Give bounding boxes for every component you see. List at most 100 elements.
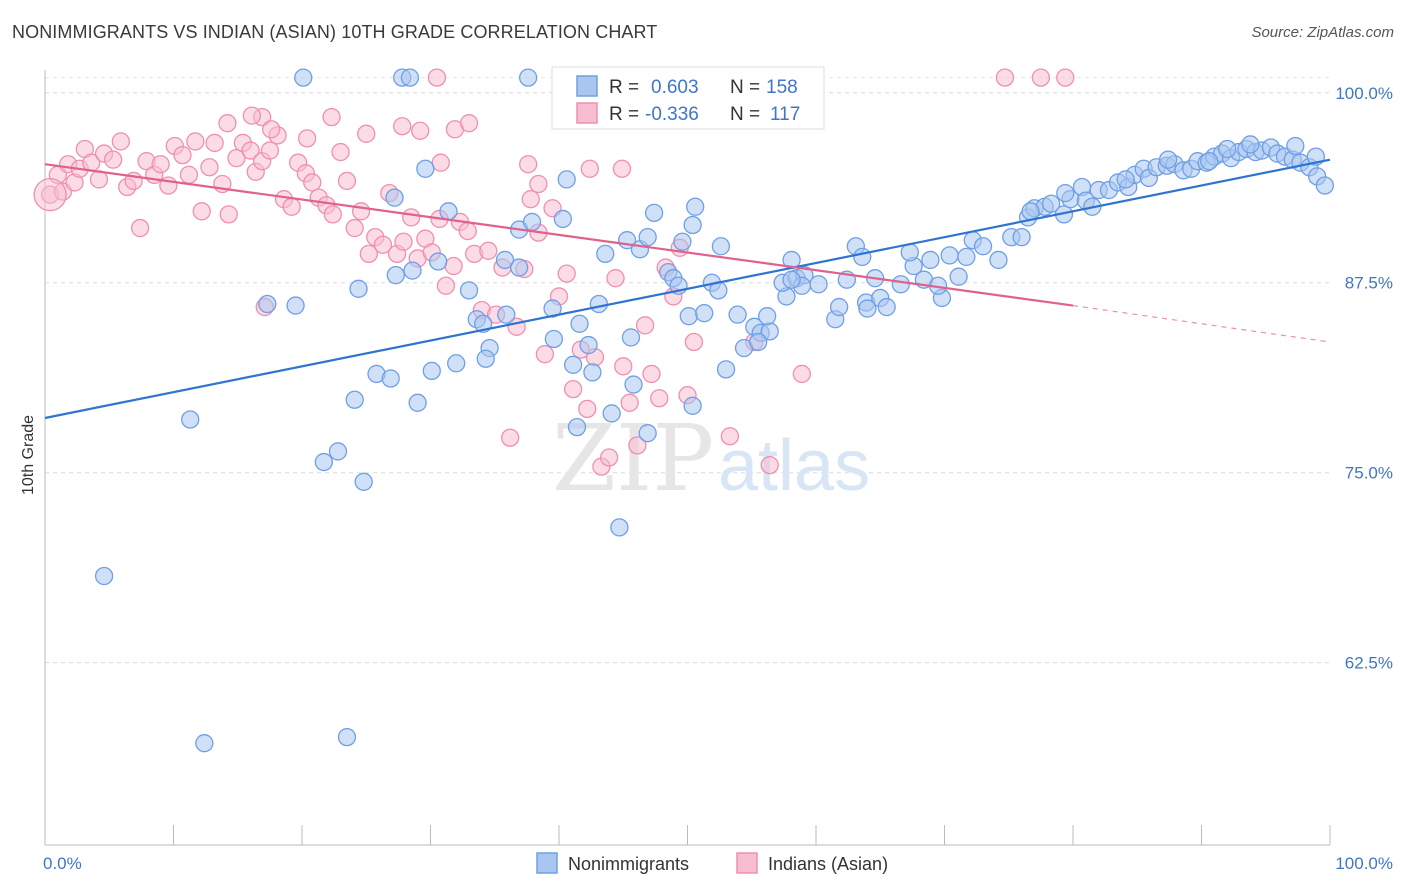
stats-legend: R = 0.603 N = 158 R = -0.336 N = 117	[551, 66, 825, 130]
data-point	[973, 237, 993, 256]
watermark-atlas: atlas	[718, 426, 870, 506]
data-point	[439, 202, 458, 221]
data-point	[323, 205, 342, 224]
data-point	[1158, 150, 1178, 169]
source-label: Source: ZipAtlas.com	[1251, 24, 1394, 41]
bottom-swatch-nonimmigrants	[536, 852, 558, 874]
data-point	[673, 232, 692, 251]
data-point	[444, 256, 463, 276]
data-point	[408, 393, 427, 412]
data-point	[563, 355, 583, 374]
y-tick-label: 87.5%	[1345, 274, 1393, 293]
y-tick-label: 62.5%	[1345, 654, 1393, 673]
data-point	[373, 235, 393, 254]
data-point	[809, 275, 828, 294]
chart-title: NONIMMIGRANTS VS INDIAN (ASIAN) 10TH GRA…	[12, 22, 658, 42]
data-point	[151, 155, 170, 174]
n-value-nonimmigrants: 158	[766, 77, 798, 98]
data-point	[563, 379, 583, 399]
data-point	[402, 208, 421, 227]
data-point	[1218, 139, 1237, 159]
data-point	[1056, 68, 1075, 87]
data-points	[33, 68, 1335, 753]
data-point	[260, 141, 280, 160]
data-point	[535, 345, 555, 364]
data-point	[345, 390, 364, 409]
data-point	[476, 349, 495, 368]
data-point	[192, 202, 211, 221]
data-point	[501, 428, 520, 447]
data-point	[357, 124, 376, 143]
data-point	[711, 237, 731, 256]
data-point	[1056, 183, 1075, 203]
data-point	[282, 197, 301, 216]
data-point	[720, 427, 740, 446]
data-point	[393, 117, 412, 136]
data-point	[522, 212, 542, 232]
data-point	[337, 727, 357, 747]
data-point	[459, 114, 479, 133]
data-point	[683, 396, 702, 415]
data-point	[130, 218, 150, 238]
bottom-swatch-indians	[736, 852, 758, 874]
data-point	[349, 279, 368, 298]
data-point	[479, 241, 498, 260]
data-point	[94, 566, 114, 586]
data-point	[400, 68, 420, 87]
trend-lines	[44, 158, 1331, 420]
data-point	[578, 399, 597, 419]
data-point	[995, 68, 1015, 87]
data-point	[458, 221, 477, 241]
data-point	[345, 218, 364, 238]
data-point	[782, 270, 801, 289]
data-point	[436, 276, 456, 295]
y-tick-labels: 62.5% 75.0% 87.5% 100.0%	[1335, 84, 1393, 673]
data-point	[431, 153, 450, 172]
data-point	[510, 258, 529, 277]
data-point	[792, 364, 812, 384]
data-point	[337, 171, 357, 191]
data-point	[497, 305, 516, 324]
data-point	[227, 148, 246, 168]
series-nonimmigrants-points	[94, 68, 1335, 753]
data-point	[258, 294, 277, 314]
trend-line-nonimmigrants	[44, 158, 1331, 420]
data-point	[940, 246, 959, 265]
data-point	[294, 68, 313, 87]
n-value-indians: 117	[770, 104, 800, 125]
data-point	[331, 142, 350, 162]
data-point	[570, 314, 589, 333]
data-point	[728, 305, 747, 324]
y-tick-label: 75.0%	[1345, 464, 1393, 483]
data-point	[829, 297, 849, 317]
data-point	[242, 106, 262, 125]
data-point	[111, 132, 130, 151]
data-point	[614, 357, 633, 376]
data-point	[557, 264, 576, 283]
data-point	[579, 335, 598, 355]
data-point	[610, 518, 629, 537]
data-point	[620, 393, 639, 412]
data-point	[679, 307, 698, 326]
data-point	[858, 299, 877, 318]
data-point	[262, 120, 281, 139]
data-point	[1021, 202, 1040, 221]
data-point	[1315, 176, 1335, 195]
data-point	[359, 244, 378, 264]
data-point	[1116, 170, 1135, 189]
data-point	[877, 297, 896, 317]
r-label-2: R =	[609, 104, 639, 125]
x-tick-labels: 0.0% 100.0%	[43, 854, 1393, 873]
data-point	[695, 303, 714, 323]
data-point	[1042, 194, 1061, 213]
data-point	[529, 174, 548, 194]
data-point	[758, 307, 777, 326]
data-point	[1200, 152, 1219, 171]
data-point	[459, 281, 479, 300]
data-point	[749, 332, 768, 352]
data-point	[303, 173, 322, 192]
data-point	[567, 417, 587, 437]
data-point	[403, 261, 422, 280]
data-point	[429, 252, 448, 271]
